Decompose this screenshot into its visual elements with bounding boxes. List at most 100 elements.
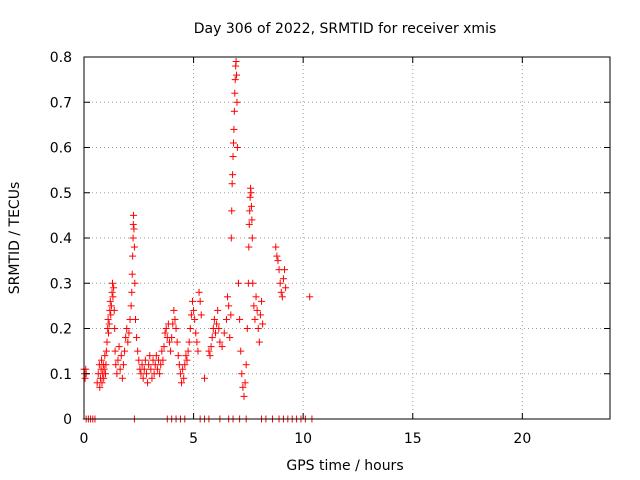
data-point (246, 207, 254, 215)
data-point (171, 315, 179, 323)
data-point (246, 193, 254, 201)
data-point (122, 334, 130, 342)
data-point (226, 334, 234, 342)
data-point (233, 71, 241, 79)
data-point (104, 315, 112, 323)
data-point (231, 76, 239, 84)
data-point (147, 365, 155, 373)
chart-title: Day 306 of 2022, SRMTID for receiver xmi… (194, 21, 497, 37)
y-tick-label: 0 (63, 412, 72, 428)
data-point (169, 320, 177, 328)
data-point (213, 320, 221, 328)
data-point (102, 347, 110, 355)
data-point (210, 315, 218, 323)
data-point (188, 297, 196, 305)
data-point (254, 325, 262, 332)
data-point (130, 225, 138, 233)
data-point (131, 279, 139, 287)
data-point (228, 207, 236, 215)
data-point (274, 257, 282, 265)
data-point (112, 361, 120, 369)
x-tick-labels: 0 5 10 15 20 (80, 431, 532, 447)
data-point (113, 370, 121, 378)
data-point (170, 306, 178, 314)
data-point (227, 234, 235, 242)
data-point (233, 144, 241, 151)
data-point (109, 293, 117, 301)
data-point (241, 379, 249, 387)
data-point (103, 338, 111, 346)
data-point (190, 306, 198, 314)
data-point (160, 343, 168, 351)
data-point (192, 329, 200, 337)
data-point (107, 311, 115, 319)
data-point (229, 153, 237, 161)
y-tick-label: 0.3 (50, 276, 72, 292)
data-point (174, 352, 182, 360)
data-point (242, 361, 250, 369)
data-point (111, 347, 119, 355)
data-point (173, 338, 181, 346)
data-point (185, 338, 193, 346)
data-point (237, 347, 245, 355)
data-point (306, 293, 314, 301)
data-point (121, 347, 129, 355)
x-tick-label: 10 (294, 431, 312, 447)
data-point (111, 325, 119, 332)
data-point (184, 347, 192, 355)
data-point (139, 374, 147, 382)
data-point (119, 361, 127, 369)
data-point (98, 379, 106, 387)
data-point (182, 352, 190, 360)
data-point (255, 338, 263, 346)
data-point (206, 352, 214, 360)
data-point (191, 315, 199, 323)
data-point (212, 329, 219, 337)
data-point (172, 325, 180, 332)
data-point (158, 347, 166, 355)
data-point (167, 347, 175, 355)
data-point (196, 297, 204, 305)
data-point (233, 98, 241, 106)
data-point (125, 329, 133, 337)
data-point (145, 361, 153, 369)
y-tick-label: 0.7 (50, 95, 72, 111)
data-point (259, 320, 267, 328)
data-point (207, 343, 215, 351)
data-point (156, 370, 164, 378)
data-point (162, 325, 170, 332)
data-points (80, 58, 316, 423)
data-point (180, 374, 188, 382)
data-point (105, 320, 113, 328)
data-point (114, 356, 122, 364)
x-tick-label: 5 (189, 431, 198, 447)
data-point (247, 189, 255, 197)
data-point (248, 216, 256, 224)
data-point (159, 356, 167, 364)
data-point (144, 379, 152, 387)
data-point (98, 356, 106, 364)
data-point (134, 347, 142, 355)
data-point (277, 288, 285, 296)
data-point (252, 293, 260, 301)
data-point (187, 311, 195, 319)
data-point (181, 361, 189, 369)
data-point (157, 361, 165, 369)
data-point (168, 334, 176, 342)
data-point (133, 334, 141, 342)
y-tick-label: 0.4 (50, 231, 72, 247)
data-point (230, 125, 238, 133)
data-point (230, 107, 238, 115)
data-point (216, 338, 224, 346)
data-point (258, 297, 266, 305)
data-point (110, 306, 118, 314)
data-point (243, 325, 251, 332)
data-point (129, 234, 137, 242)
data-point (220, 329, 228, 337)
data-point (195, 288, 203, 296)
data-point (236, 315, 244, 323)
y-tick-label: 0.8 (50, 50, 72, 66)
data-point (278, 293, 286, 301)
data-point (245, 243, 253, 251)
